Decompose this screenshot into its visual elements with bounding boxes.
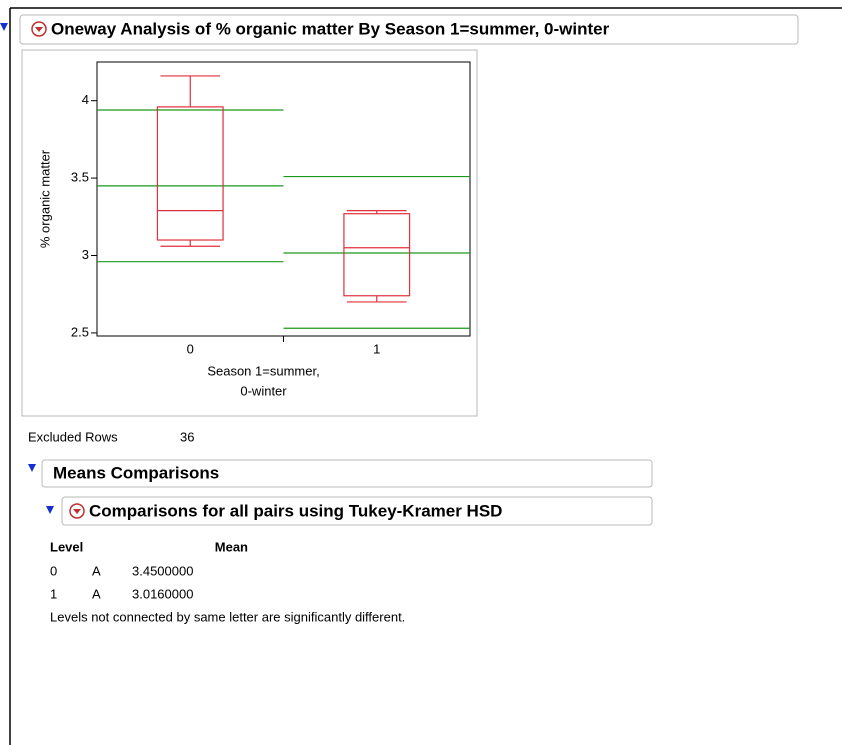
chart: 2.5 3 3.5 4 % organic matter Season 1=summer,…	[37, 61, 471, 398]
disclosure-icon[interactable]	[46, 506, 54, 514]
cell: A	[92, 563, 101, 578]
excluded-value: 36	[180, 429, 194, 444]
header-box	[19, 14, 799, 45]
section-box	[41, 459, 653, 488]
y-axis-label: % organic matter	[37, 149, 52, 248]
x-axis-label: 0-winter	[240, 383, 287, 398]
menu-icon[interactable]	[31, 21, 47, 37]
disclosure-icon[interactable]	[28, 464, 36, 472]
box	[343, 213, 411, 297]
x-tick-label: 1	[373, 341, 380, 356]
cell: 3.0160000	[132, 586, 193, 601]
x-axis-label: Season 1=summer,	[207, 363, 319, 378]
y-tick-label: 3	[82, 247, 89, 262]
section-title: Means Comparisons	[53, 463, 219, 482]
disclosure-icon[interactable]	[0, 23, 8, 31]
y-tick-label: 4	[82, 92, 89, 107]
menu-icon[interactable]	[69, 503, 85, 519]
box	[156, 106, 224, 241]
note: Levels not connected by same letter are …	[50, 609, 405, 624]
x-tick-label: 0	[187, 341, 194, 356]
section-box	[61, 496, 653, 526]
cell: 3.4500000	[132, 563, 193, 578]
y-tick-label: 2.5	[71, 324, 89, 339]
header-title: Oneway Analysis of % organic matter By S…	[51, 19, 610, 38]
cell: 1	[50, 586, 57, 601]
column-header: Mean	[215, 539, 248, 554]
column-header: Level	[50, 539, 83, 554]
excluded-label: Excluded Rows	[28, 429, 118, 444]
cell: 0	[50, 563, 57, 578]
y-tick-label: 3.5	[71, 170, 89, 185]
section-title: Comparisons for all pairs using Tukey-Kr…	[89, 501, 502, 520]
plot-area	[96, 61, 471, 337]
cell: A	[92, 586, 101, 601]
